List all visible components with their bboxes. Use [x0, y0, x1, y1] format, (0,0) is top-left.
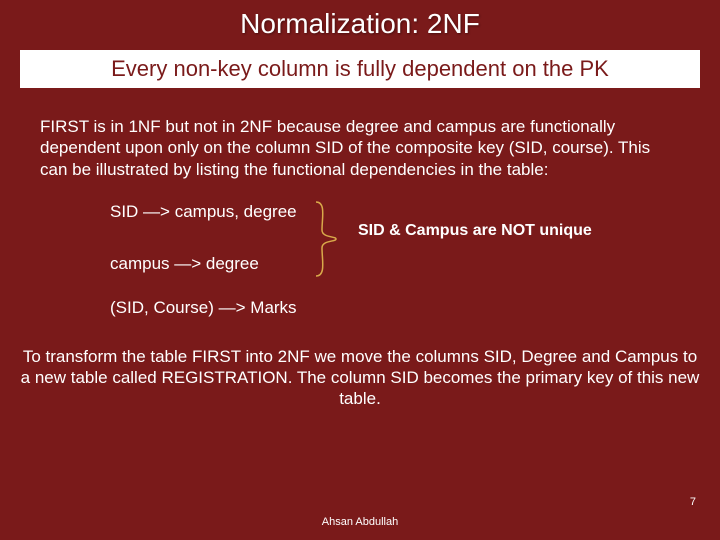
functional-dependencies: SID —> campus, degree campus —> degree (… [110, 202, 720, 322]
paragraph-intro: FIRST is in 1NF but not in 2NF because d… [40, 116, 680, 180]
slide-title: Normalization: 2NF [240, 8, 480, 39]
slide-subtitle: Every non-key column is fully dependent … [111, 56, 609, 81]
author-name: Ahsan Abdullah [322, 516, 398, 528]
paragraph-transform: To transform the table FIRST into 2NF we… [18, 346, 702, 410]
page-number: 7 [690, 496, 696, 508]
title-bar: Normalization: 2NF [0, 0, 720, 46]
fd-line-2: campus —> degree [110, 254, 259, 274]
fd-callout: SID & Campus are NOT unique [358, 222, 592, 240]
curly-brace-icon [312, 200, 338, 278]
fd-line-3: (SID, Course) —> Marks [110, 298, 297, 318]
subtitle-box: Every non-key column is fully dependent … [20, 50, 700, 88]
fd-line-1: SID —> campus, degree [110, 202, 297, 222]
